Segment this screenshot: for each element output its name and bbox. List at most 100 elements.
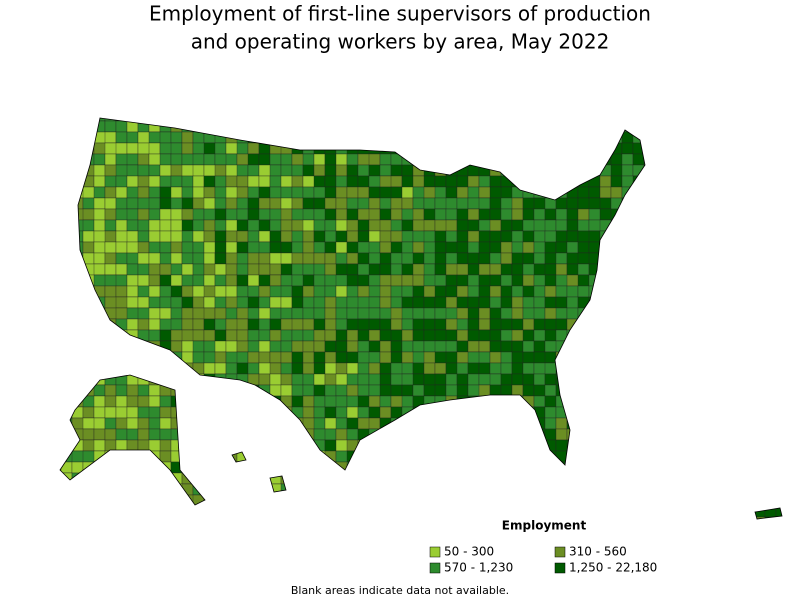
- map-area: [335, 340, 348, 353]
- map-area: [698, 142, 711, 155]
- map-area: [731, 208, 755, 221]
- map-area: [390, 219, 403, 232]
- map-area: [489, 241, 502, 254]
- map-area: [511, 428, 524, 441]
- map-area: [137, 241, 150, 254]
- map-area: [60, 472, 73, 485]
- map-area: [599, 395, 623, 408]
- map-area: [434, 263, 447, 276]
- map-area: [302, 340, 315, 353]
- map-area: [379, 406, 392, 419]
- map-area: [621, 373, 634, 386]
- map-area: [599, 362, 612, 375]
- map-area: [170, 175, 183, 188]
- map-area: [610, 252, 623, 265]
- map-area: [753, 296, 766, 309]
- map-area: [698, 307, 711, 320]
- map-area: [555, 241, 568, 254]
- map-area: [731, 274, 744, 287]
- map-area: [654, 318, 678, 331]
- map-area: [511, 307, 524, 320]
- map-area: [412, 120, 425, 133]
- map-area: [291, 175, 304, 188]
- map-area: [368, 118, 381, 122]
- map-area: [643, 252, 656, 265]
- map-area: [126, 131, 139, 144]
- map-area: [654, 197, 667, 210]
- map-area: [412, 142, 436, 155]
- map-area: [423, 296, 436, 309]
- map-area: [478, 362, 491, 375]
- map-area: [181, 252, 194, 265]
- map-area: [787, 506, 798, 517]
- map-area: [676, 252, 689, 265]
- map-area: [181, 373, 194, 386]
- map-area: [533, 307, 546, 320]
- map-area: [787, 407, 798, 418]
- map-area: [698, 175, 711, 188]
- map-area: [60, 362, 73, 375]
- map-area: [511, 285, 524, 298]
- map-area: [753, 197, 766, 210]
- map-area: [621, 318, 634, 331]
- map-area: [214, 241, 227, 254]
- map-area: [555, 472, 568, 485]
- map-area: [401, 230, 414, 243]
- map-area: [60, 516, 62, 519]
- map-area: [599, 252, 612, 265]
- map-area: [159, 241, 172, 254]
- map-area: [60, 208, 62, 221]
- map-area: [742, 153, 755, 166]
- map-area: [148, 241, 161, 254]
- map-area: [599, 406, 612, 419]
- map-area: [302, 395, 315, 408]
- map-area: [588, 505, 601, 518]
- map-area: [60, 417, 73, 430]
- map-area: [302, 318, 315, 331]
- map-area: [280, 472, 304, 485]
- map-area: [643, 439, 656, 452]
- map-area: [258, 417, 271, 430]
- map-area: [698, 417, 711, 430]
- map-area: [236, 516, 260, 519]
- map-area: [181, 197, 194, 210]
- map-area: [60, 428, 73, 441]
- map-area: [687, 362, 700, 375]
- map-area: [126, 406, 139, 419]
- map-area: [643, 417, 667, 430]
- map-area: [280, 274, 293, 287]
- map-area: [159, 307, 172, 320]
- map-area: [632, 263, 656, 276]
- map-area: [621, 406, 634, 419]
- map-area: [159, 208, 172, 221]
- map-area: [489, 208, 502, 221]
- map-area: [280, 164, 293, 177]
- map-area: [632, 186, 656, 199]
- map-area: [787, 154, 798, 165]
- map-area: [302, 263, 315, 276]
- map-area: [258, 351, 271, 364]
- map-area: [654, 118, 678, 122]
- map-area: [621, 428, 634, 441]
- map-area: [709, 230, 722, 243]
- map-area: [566, 208, 579, 221]
- map-area: [544, 142, 557, 155]
- map-area: [544, 296, 557, 309]
- map-area: [555, 208, 568, 221]
- map-area: [698, 318, 711, 331]
- map-area: [544, 373, 557, 386]
- map-area: [599, 142, 612, 155]
- map-area: [643, 329, 656, 342]
- map-area: [500, 241, 513, 254]
- map-area: [764, 252, 782, 265]
- map-area: [753, 186, 766, 199]
- map-area: [742, 120, 755, 133]
- map-area: [126, 197, 139, 210]
- map-area: [643, 428, 656, 441]
- map-area: [115, 428, 128, 441]
- map-area: [610, 142, 623, 155]
- map-area: [93, 494, 106, 507]
- map-area: [445, 450, 458, 463]
- map-area: [478, 252, 491, 265]
- map-area: [787, 440, 798, 451]
